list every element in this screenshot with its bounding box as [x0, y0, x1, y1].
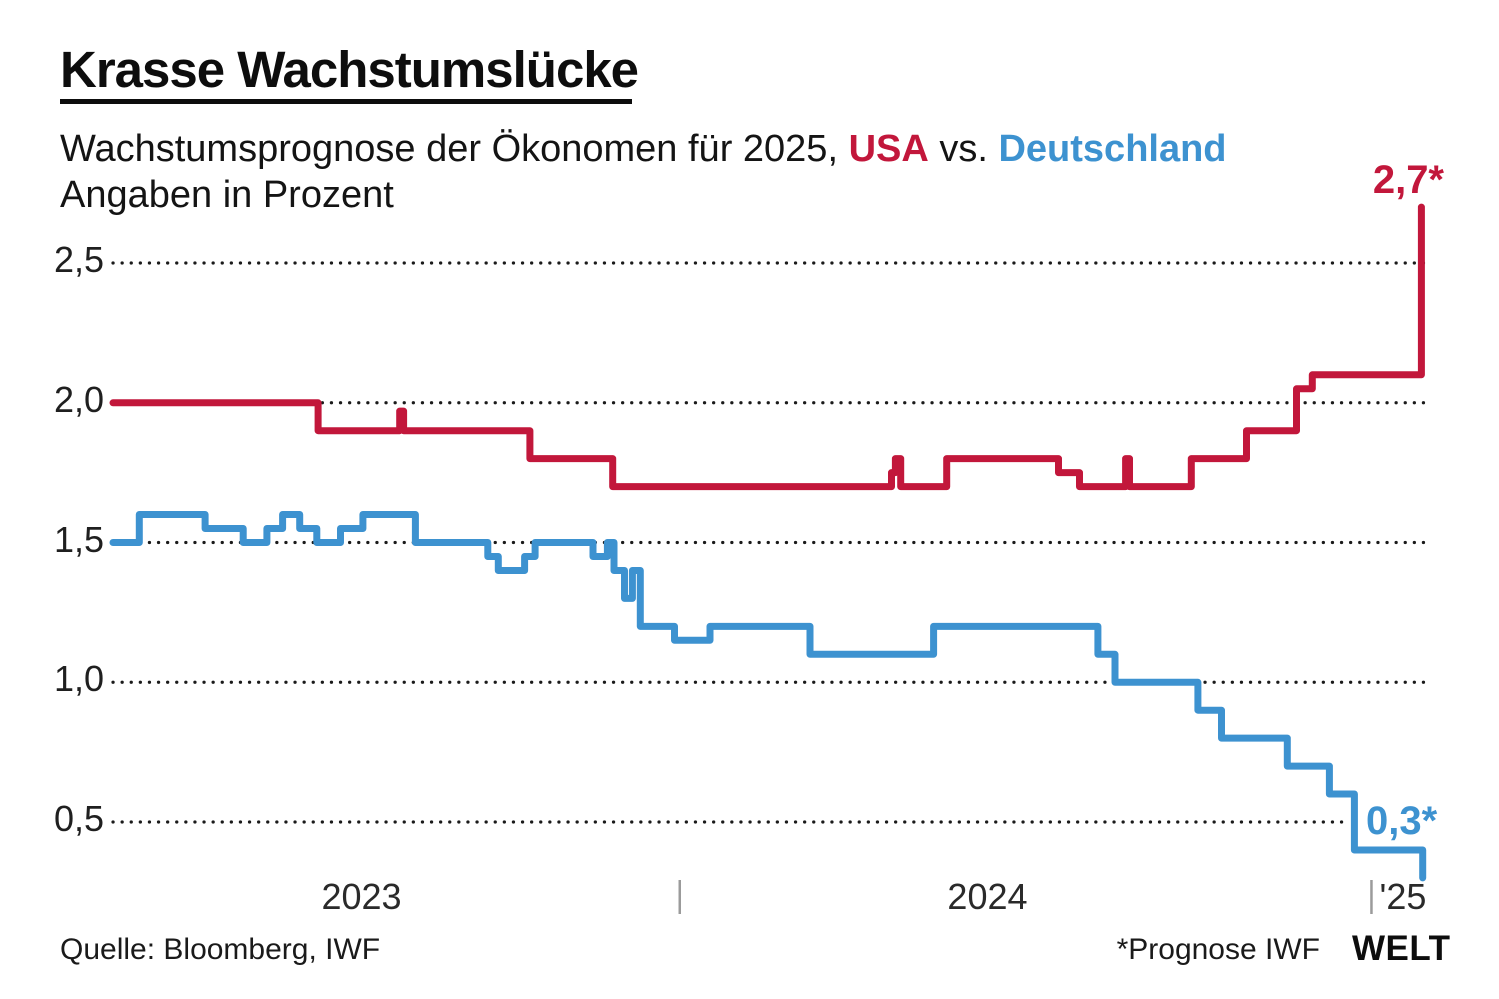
usa-final-value-label: 2,7*	[1372, 158, 1444, 202]
x-axis-label-2024: 2024	[947, 876, 1028, 917]
welt-logo: WELT	[1352, 929, 1451, 968]
chart-subtitle: Wachstumsprognose der Ökonomen für 2025,…	[60, 126, 1227, 218]
subtitle-usa-label: USA	[848, 128, 929, 170]
y-axis-label-2,5: 2,5	[53, 239, 104, 280]
page-title: Krasse Wachstumslücke	[60, 41, 639, 98]
forecast-note: *Prognose IWF	[1116, 933, 1320, 966]
deutschland-forecast-line	[109, 511, 1427, 882]
subtitle-vs: vs.	[928, 128, 999, 170]
deutschland-final-value-label: 0,3*	[1366, 799, 1438, 843]
y-axis-label-2,0: 2,0	[53, 378, 104, 420]
subtitle-deutschland-label: Deutschland	[998, 128, 1227, 170]
usa-forecast-line	[109, 203, 1425, 491]
subtitle-text: Wachstumsprognose der Ökonomen für 2025,	[60, 128, 849, 170]
y-axis-label-0,5: 0,5	[53, 798, 104, 839]
y-axis-label-1,0: 1,0	[53, 658, 104, 700]
title-underline	[60, 99, 632, 104]
x-axis-label-25: '25	[1379, 876, 1427, 917]
subtitle-unit: Angaben in Prozent	[60, 174, 394, 216]
y-axis-label-1,5: 1,5	[53, 518, 104, 560]
source-note: Quelle: Bloomberg, IWF	[60, 933, 381, 966]
x-axis-label-2023: 2023	[321, 876, 402, 917]
